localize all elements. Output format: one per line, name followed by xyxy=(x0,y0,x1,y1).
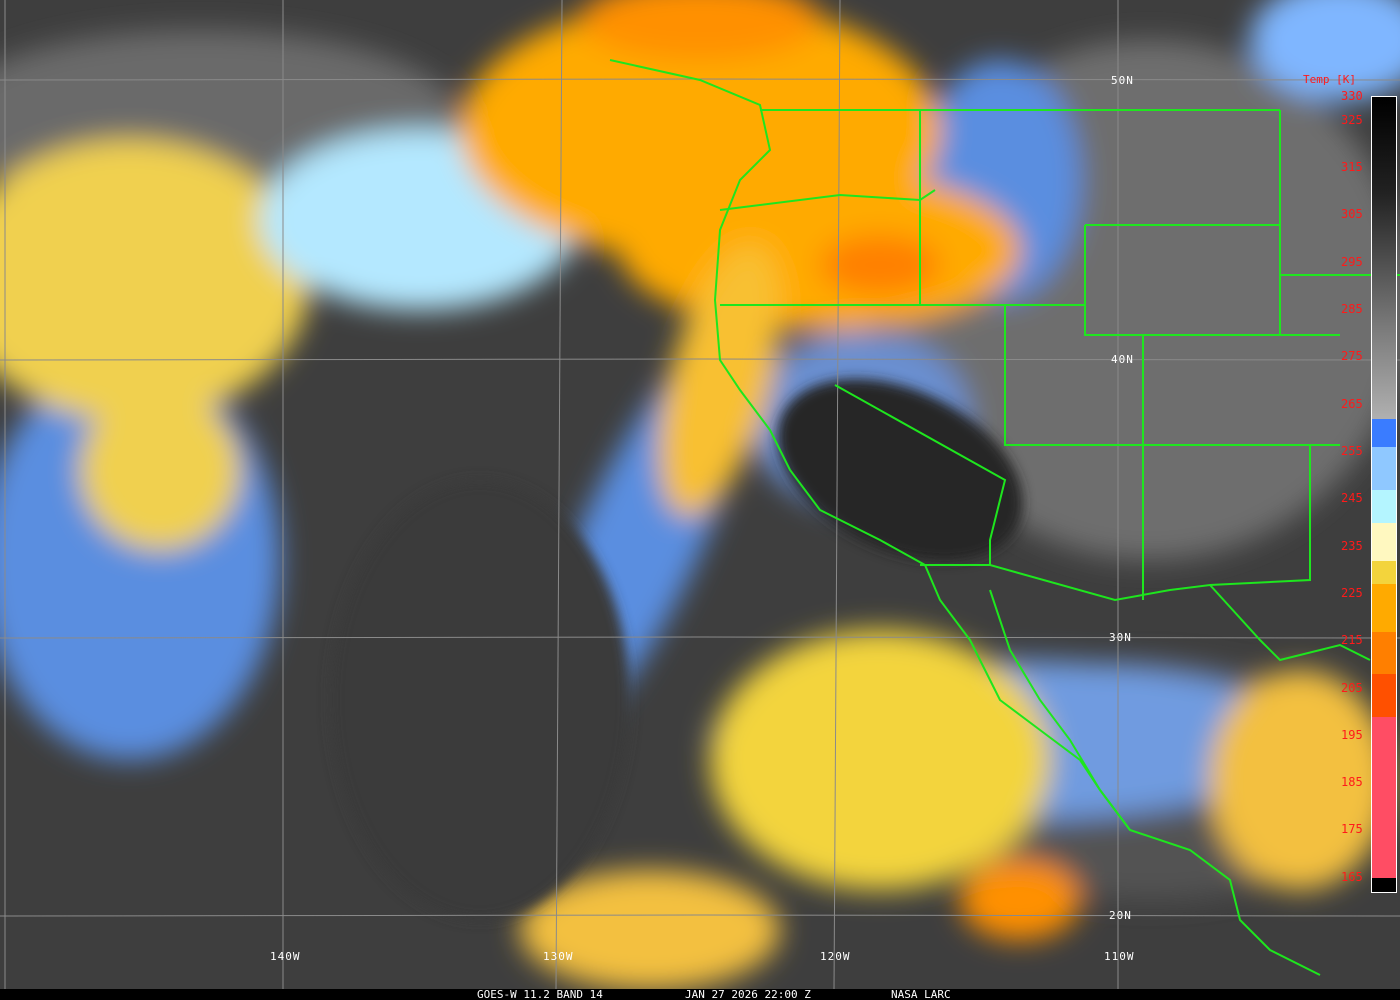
lon-label-120w: 120W xyxy=(820,950,851,963)
lat-label-20n: 20N xyxy=(1109,909,1132,922)
colorbar-band xyxy=(1372,447,1396,490)
info-footer: GOES-W 11.2 BAND 14 JAN 27 2026 22:00 Z … xyxy=(0,989,1400,1000)
colorbar-band xyxy=(1372,631,1396,675)
credit-label: NASA LARC xyxy=(891,988,951,1000)
lon-label-110w: 110W xyxy=(1104,950,1135,963)
dark-clear-regions xyxy=(330,379,1023,920)
colorbar-tick-label: 245 xyxy=(1341,491,1363,506)
colorbar-band xyxy=(1372,716,1396,878)
colorbar-band xyxy=(1372,584,1396,632)
colorbar-band xyxy=(1372,674,1396,717)
colorbar-band xyxy=(1372,418,1396,448)
colorbar-tick-label: 305 xyxy=(1341,207,1363,222)
colorbar-tick-label: 285 xyxy=(1341,301,1363,316)
lon-label-140w: 140W xyxy=(270,950,301,963)
satellite-band-label: GOES-W 11.2 BAND 14 xyxy=(477,988,603,1000)
temperature-colorbar xyxy=(1371,96,1397,893)
colorbar-tick-label: 195 xyxy=(1341,727,1363,742)
colorbar-band xyxy=(1372,522,1396,561)
colorbar-tick-label: 265 xyxy=(1341,396,1363,411)
colorbar-tick-label: 225 xyxy=(1341,585,1363,600)
colorbar-band xyxy=(1372,877,1396,892)
colorbar-tick-label: 325 xyxy=(1341,112,1363,127)
colorbar-tick-label: 315 xyxy=(1341,159,1363,174)
lat-label-30n: 30N xyxy=(1109,631,1132,644)
timestamp-label: JAN 27 2026 22:00 Z xyxy=(685,988,811,1000)
lat-label-40n: 40N xyxy=(1111,353,1134,366)
colorbar-band xyxy=(1372,560,1396,585)
colorbar-tick-label: 205 xyxy=(1341,680,1363,695)
colorbar-tick-label: 175 xyxy=(1341,822,1363,837)
colorbar-tick-label: 235 xyxy=(1341,538,1363,553)
colorbar-tick-label: 165 xyxy=(1341,869,1363,884)
lat-label-50n: 50N xyxy=(1111,74,1134,87)
colorbar-tick-label: 185 xyxy=(1341,775,1363,790)
colorbar-tick-label: 275 xyxy=(1341,349,1363,364)
political-borders xyxy=(609,59,1400,976)
colorbar-tick-label: 330 xyxy=(1341,89,1363,103)
colorbar-band xyxy=(1372,489,1396,523)
colorbar-tick-label: 255 xyxy=(1341,443,1363,458)
colorbar-band xyxy=(1372,97,1396,419)
lon-label-130w: 130W xyxy=(543,950,574,963)
colorbar-tick-label: 295 xyxy=(1341,254,1363,269)
colorbar-tick-label: 215 xyxy=(1341,633,1363,648)
colorbar-title: Temp [K] xyxy=(1303,73,1356,86)
